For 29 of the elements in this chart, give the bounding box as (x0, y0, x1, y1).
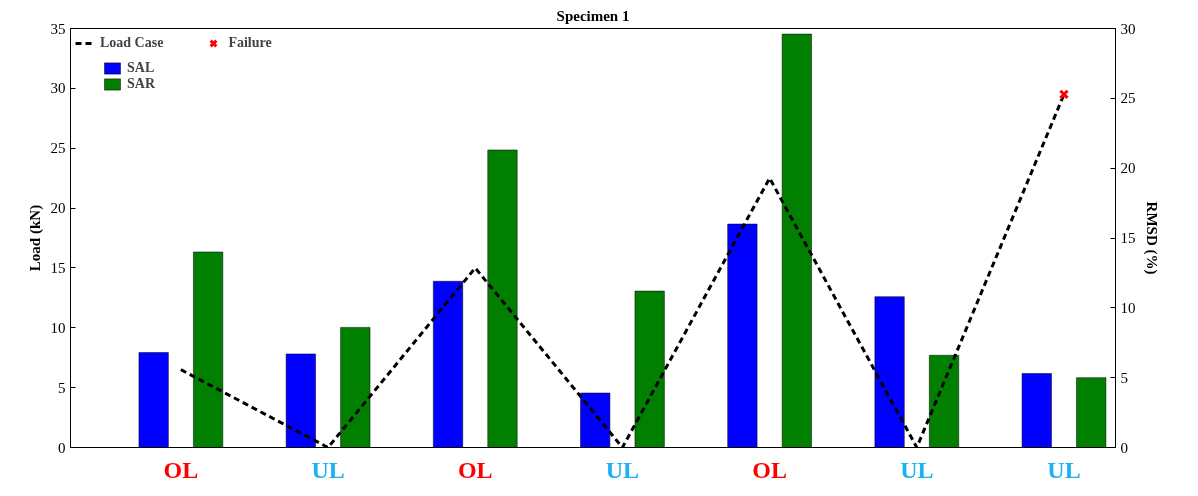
x-tick-label: OL (163, 457, 199, 484)
legend-label: SAL (127, 60, 155, 76)
legend-label: Failure (228, 35, 272, 51)
y2-tick-label: 30 (1120, 20, 1136, 37)
y2-tick-label: 10 (1120, 299, 1136, 316)
x-tick-label: UL (311, 457, 345, 484)
y2-tick-label: 5 (1120, 369, 1128, 386)
y-tick-label: 0 (58, 439, 66, 456)
y2-tick-label: 20 (1120, 160, 1136, 177)
x-tick-label: OL (752, 457, 787, 484)
y-tick-label: 30 (50, 80, 66, 97)
y-tick-label: 20 (50, 200, 66, 217)
y-axis-title: Load (kN) (26, 204, 44, 272)
y2-tick-label: 15 (1120, 230, 1136, 246)
y-tick-label: 35 (50, 20, 66, 37)
y-tick-label: 5 (58, 379, 66, 396)
y2-tick-label: 25 (1120, 90, 1136, 107)
y2-tick-label: 0 (1120, 439, 1128, 456)
y-tick-label: 15 (50, 259, 66, 276)
y-tick-label: 25 (50, 140, 66, 157)
x-tick-label: UL (1047, 457, 1081, 484)
x-tick-label: UL (900, 457, 934, 484)
x-tick-label: UL (605, 457, 640, 484)
legend-label: SAR (127, 76, 156, 92)
legend-label: Load Case (100, 35, 164, 51)
chart-title: Specimen 1 (556, 7, 630, 24)
y-tick-label: 10 (50, 319, 66, 336)
x-tick-label: OL (457, 457, 493, 484)
y2-axis-title: RMSD (%) (1142, 201, 1160, 275)
